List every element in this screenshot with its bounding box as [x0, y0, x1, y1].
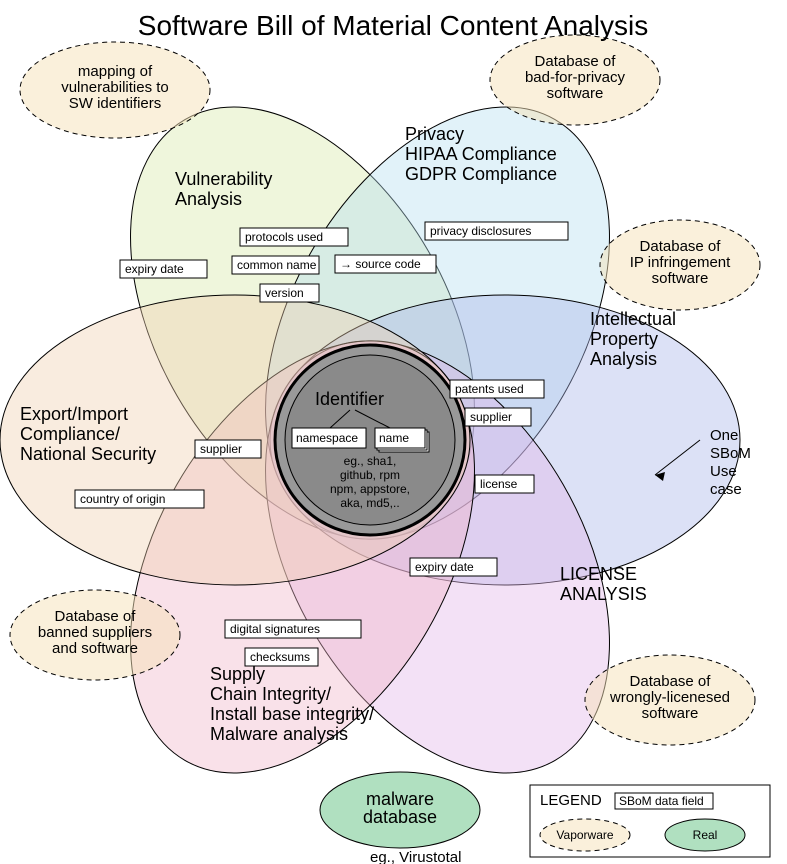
svg-text:country of origin: country of origin: [80, 492, 165, 506]
svg-text:malwaredatabase: malwaredatabase: [363, 789, 437, 827]
svg-text:OneSBoMUsecase: OneSBoMUsecase: [710, 427, 751, 498]
svg-text:supplier: supplier: [470, 410, 512, 424]
svg-text:expiry date: expiry date: [415, 560, 474, 574]
svg-text:Real: Real: [693, 828, 718, 842]
svg-text:LEGEND: LEGEND: [540, 792, 602, 809]
svg-text:version: version: [265, 286, 304, 300]
svg-text:checksums: checksums: [250, 650, 310, 664]
svg-text:→ source code: → source code: [340, 257, 421, 271]
svg-text:Database ofbanned suppliersand: Database ofbanned suppliersand software: [38, 608, 152, 657]
svg-text:eg., Virustotal: eg., Virustotal: [370, 849, 461, 864]
svg-text:common name: common name: [237, 258, 317, 272]
svg-text:LICENSEANALYSIS: LICENSEANALYSIS: [560, 564, 647, 604]
svg-text:protocols used: protocols used: [245, 230, 323, 244]
svg-text:digital signatures: digital signatures: [230, 622, 320, 636]
svg-text:expiry date: expiry date: [125, 262, 184, 276]
svg-text:SBoM data field: SBoM data field: [619, 794, 704, 808]
svg-text:privacy disclosures: privacy disclosures: [430, 224, 531, 238]
svg-text:Vaporware: Vaporware: [556, 828, 613, 842]
svg-text:name: name: [379, 431, 409, 445]
svg-text:supplier: supplier: [200, 442, 242, 456]
svg-text:patents used: patents used: [455, 382, 524, 396]
svg-text:license: license: [480, 477, 518, 491]
svg-text:namespace: namespace: [296, 431, 358, 445]
svg-text:Identifier: Identifier: [315, 389, 384, 409]
svg-text:Software Bill of Material Cont: Software Bill of Material Content Analys…: [138, 10, 648, 41]
